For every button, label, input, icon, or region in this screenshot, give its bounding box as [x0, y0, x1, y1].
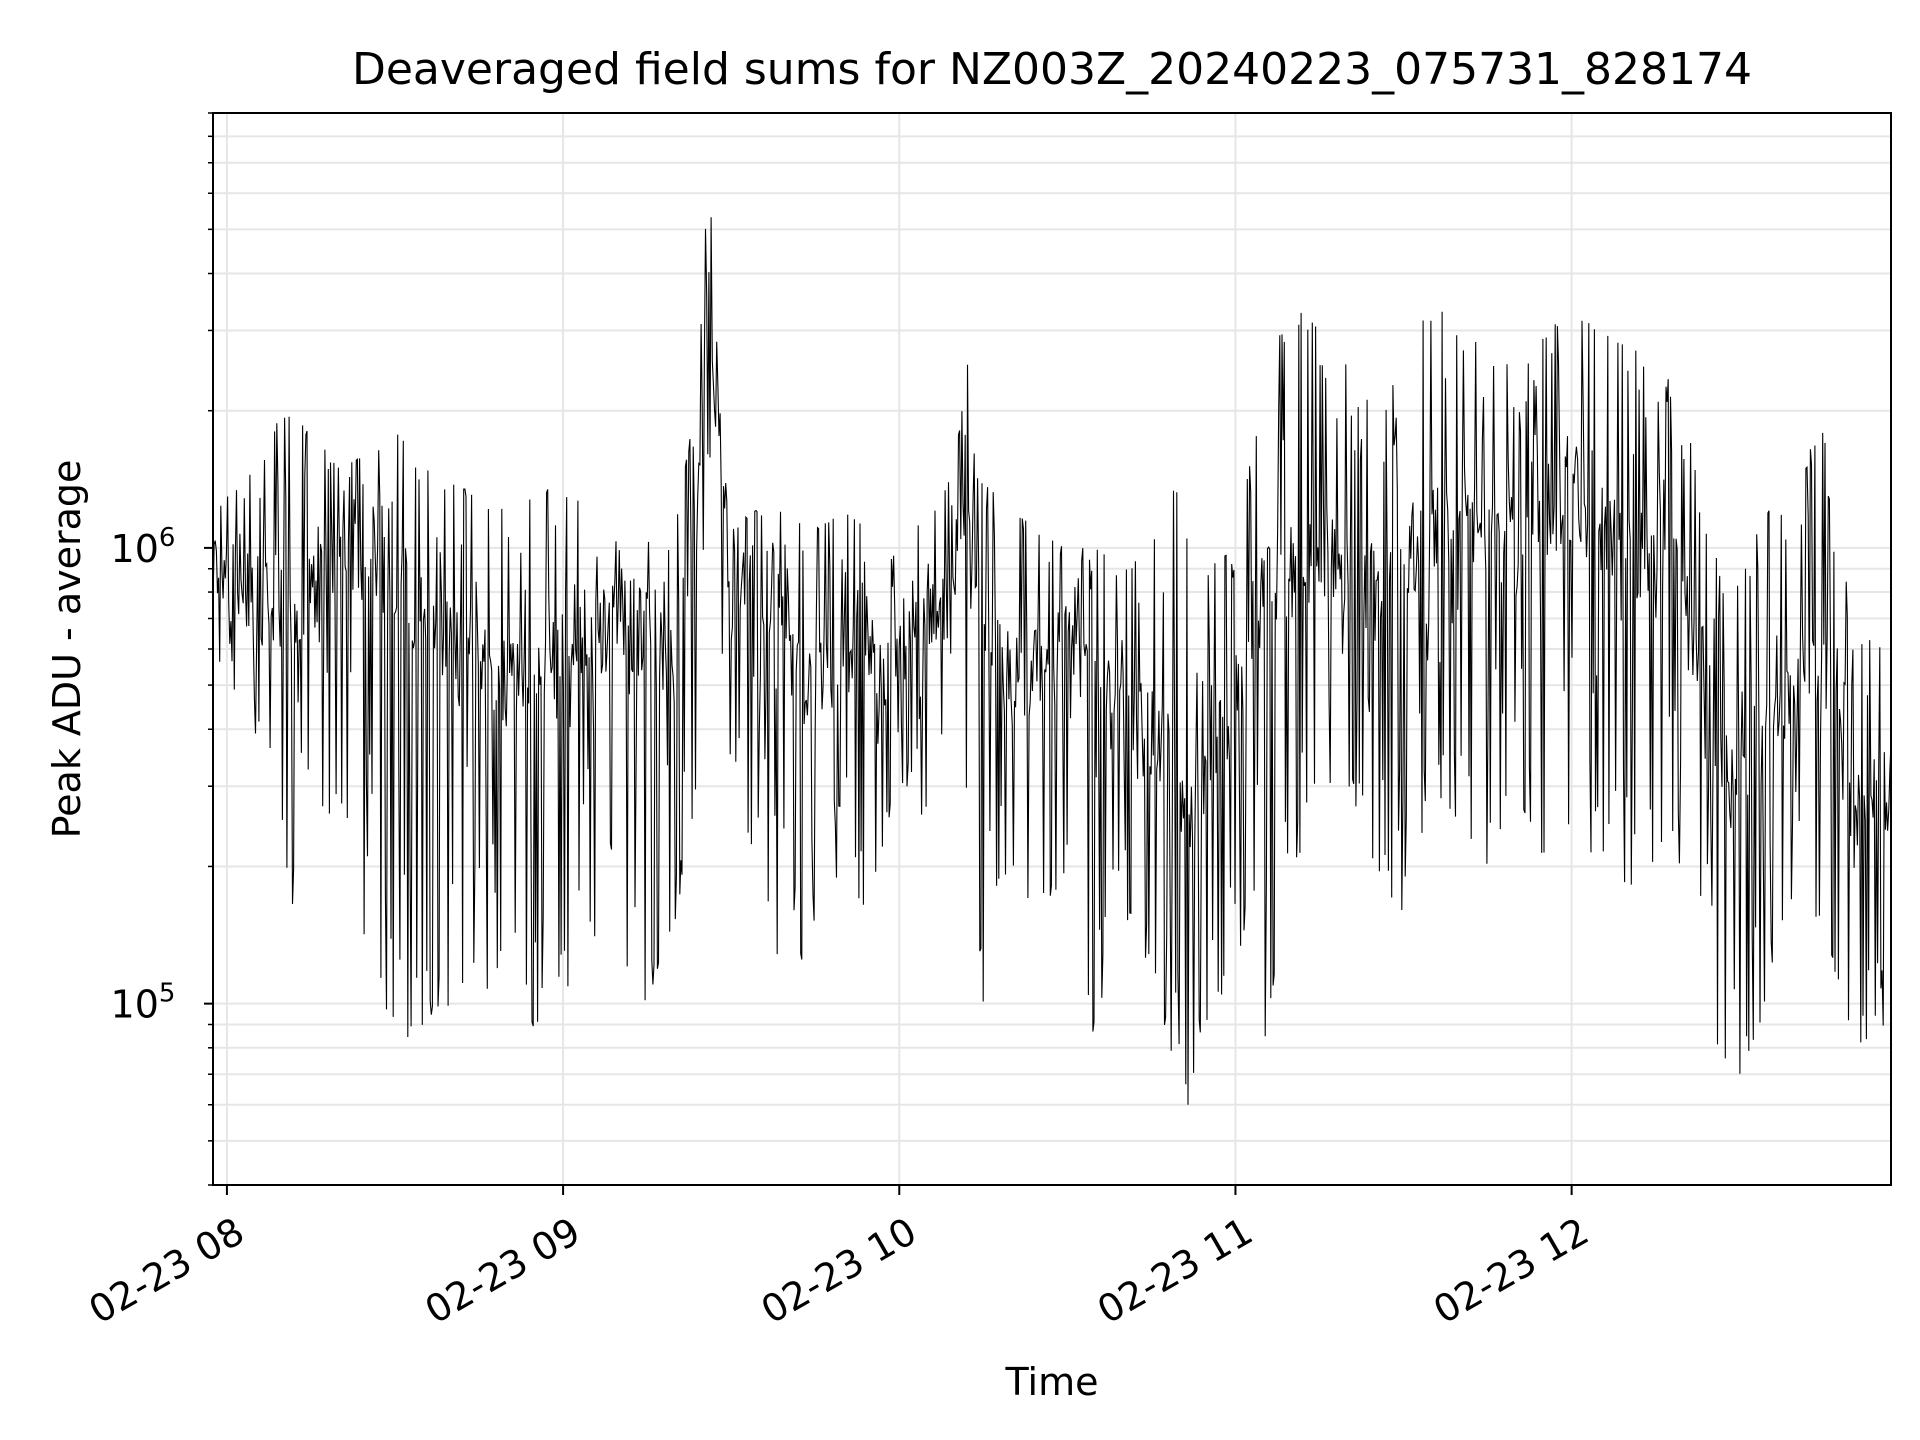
y-tick-label: 106	[111, 523, 176, 571]
y-axis: 105 106	[111, 112, 213, 1186]
x-axis-label: Time	[1005, 1360, 1099, 1404]
series-line	[212, 217, 1892, 1105]
chart-title: Deaveraged field sums for NZ003Z_2024022…	[352, 44, 1752, 95]
y-tick-label: 105	[111, 979, 176, 1027]
y-axis-label: Peak ADU - average	[45, 460, 89, 839]
